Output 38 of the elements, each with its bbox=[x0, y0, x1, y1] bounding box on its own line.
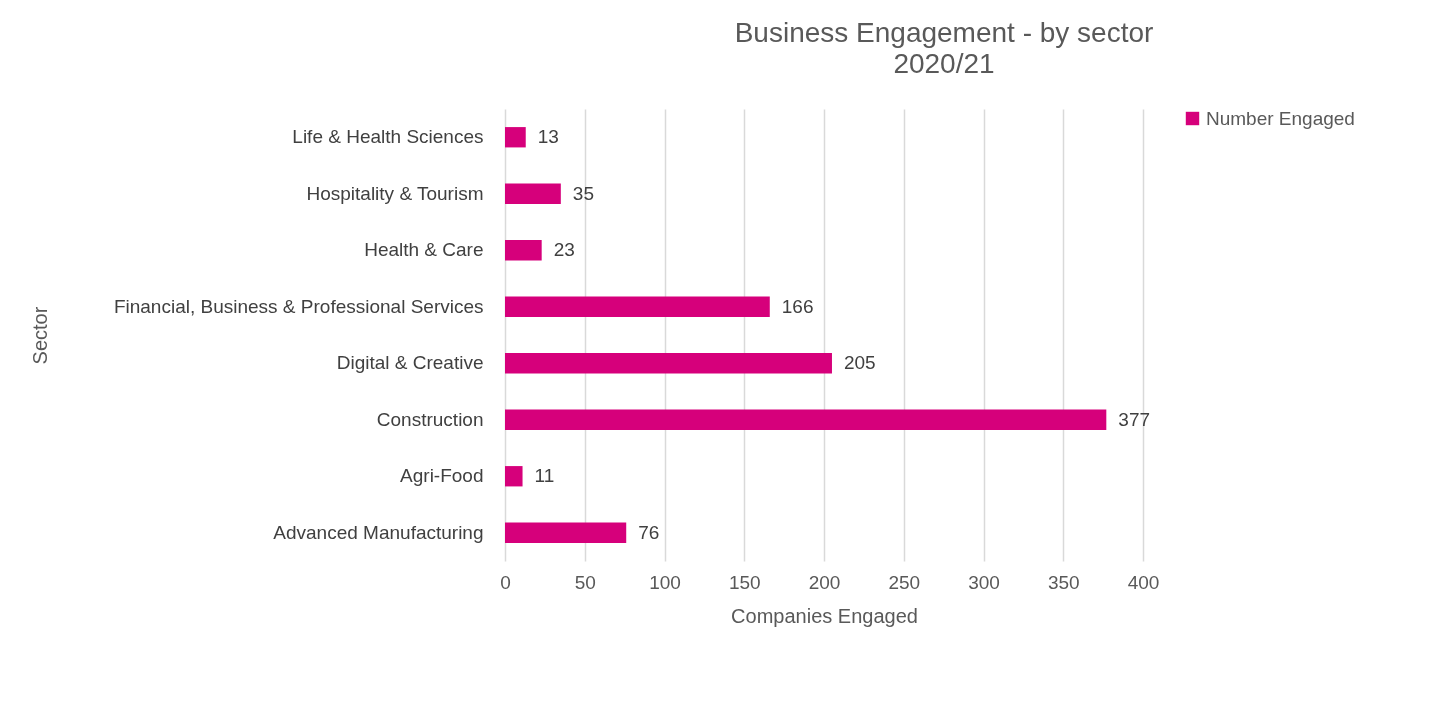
y-tick-label: Life & Health Sciences bbox=[292, 126, 484, 148]
y-tick-label: Health & Care bbox=[364, 239, 484, 261]
y-tick-label: Agri-Food bbox=[400, 465, 484, 487]
y-tick-label: Hospitality & Tourism bbox=[306, 182, 484, 204]
x-tick-label: 200 bbox=[808, 571, 841, 593]
bar bbox=[505, 240, 542, 261]
data-label: 76 bbox=[638, 521, 660, 543]
chart-title: Business Engagement - by sector bbox=[734, 17, 1154, 48]
x-tick-label: 350 bbox=[1047, 571, 1080, 593]
data-label: 23 bbox=[553, 239, 575, 261]
x-tick-label: 250 bbox=[888, 571, 921, 593]
data-label: 13 bbox=[537, 126, 559, 148]
x-tick-label: 400 bbox=[1127, 571, 1160, 593]
bar bbox=[505, 296, 770, 317]
x-tick-label: 50 bbox=[574, 571, 596, 593]
x-tick-label: 0 bbox=[500, 571, 511, 593]
y-axis-title: Sector bbox=[28, 306, 51, 365]
bar bbox=[505, 466, 523, 487]
bar bbox=[505, 183, 561, 204]
bar bbox=[505, 127, 526, 148]
y-tick-label: Digital & Creative bbox=[336, 352, 484, 374]
x-tick-label: 300 bbox=[968, 571, 1000, 593]
data-label: 166 bbox=[781, 295, 814, 317]
data-label: 377 bbox=[1118, 408, 1151, 430]
bar bbox=[505, 522, 627, 543]
data-label: 11 bbox=[534, 465, 555, 487]
legend-label: Number Engaged bbox=[1206, 107, 1355, 129]
data-label: 35 bbox=[572, 182, 594, 204]
y-tick-label: Advanced Manufacturing bbox=[273, 521, 484, 543]
x-axis-title: Companies Engaged bbox=[731, 604, 918, 627]
y-tick-label: Construction bbox=[376, 408, 484, 430]
x-tick-label: 100 bbox=[649, 571, 681, 593]
bar bbox=[505, 353, 832, 374]
data-label: 205 bbox=[843, 352, 876, 374]
chart-subtitle: 2020/21 bbox=[893, 48, 995, 79]
x-tick-label: 150 bbox=[728, 571, 761, 593]
y-tick-label: Financial, Business & Professional Services bbox=[113, 295, 484, 317]
bar bbox=[505, 409, 1107, 430]
